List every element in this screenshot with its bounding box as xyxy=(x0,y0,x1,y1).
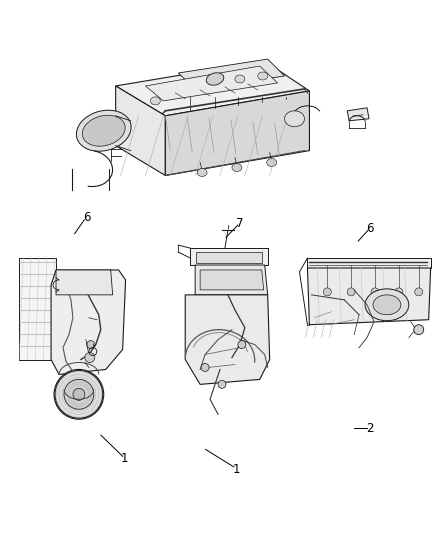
Ellipse shape xyxy=(364,289,408,321)
Circle shape xyxy=(87,341,95,349)
Circle shape xyxy=(414,288,422,296)
Circle shape xyxy=(54,369,103,419)
Bar xyxy=(211,105,219,110)
Polygon shape xyxy=(19,258,56,360)
Polygon shape xyxy=(196,252,261,263)
Ellipse shape xyxy=(206,73,223,85)
Text: 6: 6 xyxy=(82,211,90,224)
Circle shape xyxy=(413,325,423,335)
Text: 1: 1 xyxy=(121,452,128,465)
Bar xyxy=(186,108,194,113)
Polygon shape xyxy=(190,248,267,265)
Text: 2: 2 xyxy=(365,422,373,435)
Polygon shape xyxy=(165,91,309,175)
Polygon shape xyxy=(145,66,277,101)
Polygon shape xyxy=(200,270,263,290)
Ellipse shape xyxy=(257,72,267,80)
Polygon shape xyxy=(56,270,113,295)
Bar xyxy=(233,102,241,107)
Bar xyxy=(257,99,265,104)
Polygon shape xyxy=(51,270,125,375)
Bar xyxy=(281,96,289,101)
Text: 6: 6 xyxy=(365,222,373,235)
Text: 7: 7 xyxy=(236,216,243,230)
Polygon shape xyxy=(185,295,269,384)
Ellipse shape xyxy=(82,115,125,146)
Polygon shape xyxy=(195,265,267,295)
Ellipse shape xyxy=(266,158,276,166)
Circle shape xyxy=(394,288,402,296)
Ellipse shape xyxy=(197,168,207,176)
Circle shape xyxy=(346,288,354,296)
Text: 1: 1 xyxy=(232,463,239,475)
Circle shape xyxy=(64,379,94,409)
Ellipse shape xyxy=(284,111,304,127)
Polygon shape xyxy=(307,268,430,325)
Polygon shape xyxy=(115,61,309,116)
Circle shape xyxy=(323,288,331,296)
Circle shape xyxy=(73,389,85,400)
Polygon shape xyxy=(115,86,165,175)
Circle shape xyxy=(201,364,208,372)
Circle shape xyxy=(370,288,378,296)
Circle shape xyxy=(237,341,245,349)
Ellipse shape xyxy=(231,164,241,172)
Polygon shape xyxy=(307,258,430,268)
Circle shape xyxy=(85,352,95,362)
Bar xyxy=(96,316,105,322)
Ellipse shape xyxy=(234,75,244,83)
Ellipse shape xyxy=(372,295,400,315)
Circle shape xyxy=(218,381,226,389)
Ellipse shape xyxy=(76,110,131,151)
Polygon shape xyxy=(178,59,284,89)
Ellipse shape xyxy=(150,97,160,105)
Polygon shape xyxy=(346,108,368,121)
